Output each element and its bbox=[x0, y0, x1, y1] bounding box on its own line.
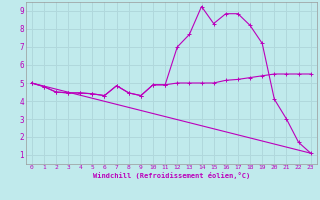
X-axis label: Windchill (Refroidissement éolien,°C): Windchill (Refroidissement éolien,°C) bbox=[92, 172, 250, 179]
